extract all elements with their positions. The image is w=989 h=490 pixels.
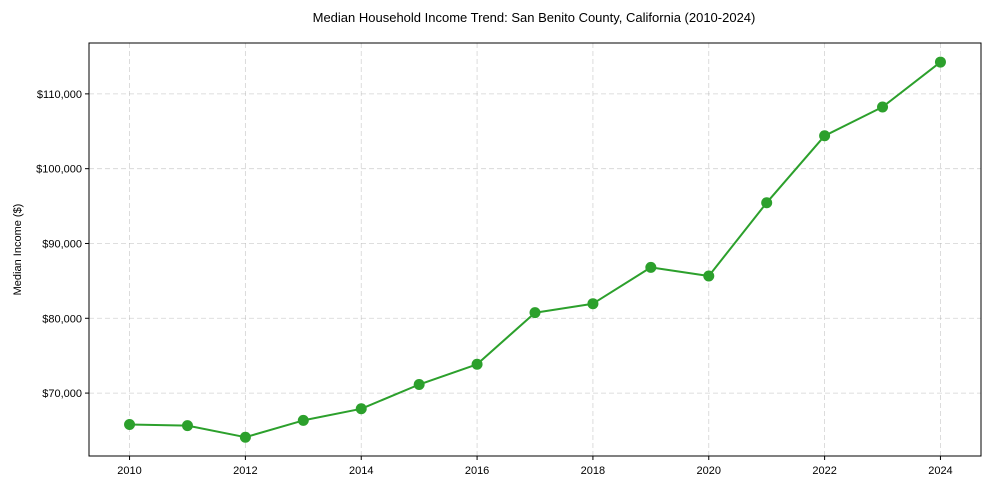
x-axis-ticks: 2010 2012 2014 2016 2018 2020 2022 2024 <box>117 456 953 477</box>
y-axis-label: Median Income ($) <box>12 204 24 296</box>
x-tick-label: 2024 <box>928 465 952 477</box>
data-point-marker <box>703 270 715 282</box>
data-point-marker <box>124 419 136 431</box>
x-tick-label: 2022 <box>812 465 836 477</box>
x-tick-label: 2010 <box>117 465 141 477</box>
y-tick-label: $70,000 <box>42 388 82 400</box>
data-point-marker <box>819 130 831 142</box>
data-point-marker <box>413 378 425 390</box>
y-axis-ticks: $70,000 $80,000 $90,000 $100,000 $110,000 <box>36 89 89 400</box>
data-point-marker <box>297 414 309 426</box>
data-point-marker <box>529 307 541 319</box>
data-point-marker <box>587 298 599 310</box>
data-point-marker <box>355 403 367 415</box>
y-tick-label: $80,000 <box>42 313 82 325</box>
gridlines <box>89 43 981 456</box>
data-point-marker <box>239 431 251 443</box>
data-point-marker <box>645 261 657 273</box>
plot-area-frame <box>88 42 982 457</box>
data-series <box>124 56 946 443</box>
data-point-marker <box>761 197 773 209</box>
x-tick-label: 2018 <box>581 465 605 477</box>
data-point-marker <box>934 56 946 68</box>
y-tick-label: $100,000 <box>36 164 82 176</box>
data-point-marker <box>181 420 193 432</box>
x-tick-label: 2012 <box>233 465 257 477</box>
data-point-marker <box>877 101 889 113</box>
x-tick-label: 2014 <box>349 465 373 477</box>
series-line <box>129 61 942 439</box>
data-point-marker <box>471 358 483 370</box>
y-tick-label: $90,000 <box>42 238 82 250</box>
x-tick-label: 2020 <box>697 465 721 477</box>
chart-title: Median Household Income Trend: San Benit… <box>313 10 756 25</box>
x-tick-label: 2016 <box>465 465 489 477</box>
y-tick-label: $110,000 <box>37 89 82 101</box>
